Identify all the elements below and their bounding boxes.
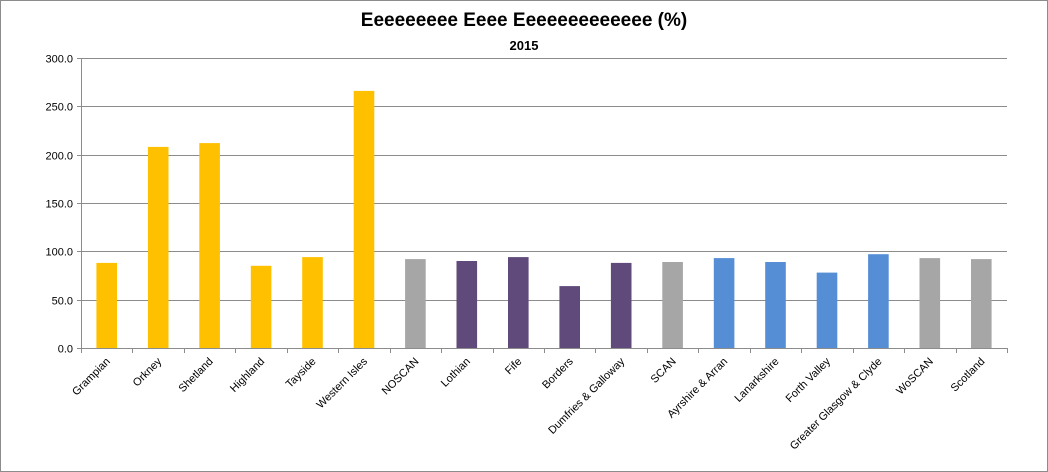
x-tick-label-5: Western Isles — [315, 355, 371, 411]
chart-title: Eeeeeeeee Eeee Eeeeeeeeeeeee (%) — [360, 10, 688, 31]
x-tick-label-3: Highland — [228, 356, 267, 395]
x-tick-label-17: Scotland — [949, 356, 988, 395]
bar-4 — [302, 257, 323, 348]
x-tick-label-15: Greater Glasgow & Clyde — [788, 356, 885, 453]
y-tick-label-6: 300.0 — [45, 54, 73, 66]
bar-0 — [96, 262, 117, 348]
bar-12 — [713, 258, 735, 348]
y-tick-label-2: 100.0 — [45, 247, 73, 259]
x-tick-label-16: WoSCAN — [894, 356, 936, 398]
x-tick-label-13: Lanarkshire — [732, 356, 781, 405]
x-tick-label-7: Lothian — [439, 356, 473, 390]
y-tick-label-5: 250.0 — [45, 102, 73, 114]
x-tick-label-4: Tayside — [284, 356, 319, 391]
bar-17 — [971, 259, 992, 348]
x-tick-label-2: Shetland — [177, 356, 216, 395]
y-tick-label-4: 200.0 — [45, 151, 73, 163]
x-tick-label-6: NOSCAN — [380, 356, 422, 398]
y-tick-label-0: 0.0 — [58, 344, 73, 356]
bar-6 — [405, 259, 426, 348]
bar-1 — [147, 146, 169, 348]
y-tick-label-1: 50.0 — [52, 296, 73, 308]
x-tick-label-11: SCAN — [649, 356, 679, 386]
x-tick-label-14: Forth Valley — [784, 355, 834, 405]
bar-5 — [353, 90, 375, 349]
bar-2 — [199, 143, 220, 348]
bar-3 — [250, 265, 272, 348]
x-tick-label-1: Orkney — [131, 355, 165, 389]
bar-9 — [559, 286, 580, 348]
bar-7 — [456, 261, 478, 348]
x-tick-label-8: Fife — [503, 356, 524, 377]
y-tick-label-3: 150.0 — [45, 199, 73, 211]
bar-16 — [919, 258, 941, 348]
bar-15 — [868, 254, 889, 348]
x-tick-label-0: Grampian — [70, 356, 113, 399]
bar-8 — [508, 257, 529, 348]
x-tick-label-9: Borders — [540, 355, 576, 391]
chart-subtitle: 2015 — [509, 38, 539, 53]
bar-10 — [610, 262, 632, 348]
bar-14 — [816, 272, 838, 348]
bar-11 — [662, 262, 683, 348]
bar-13 — [765, 262, 786, 348]
